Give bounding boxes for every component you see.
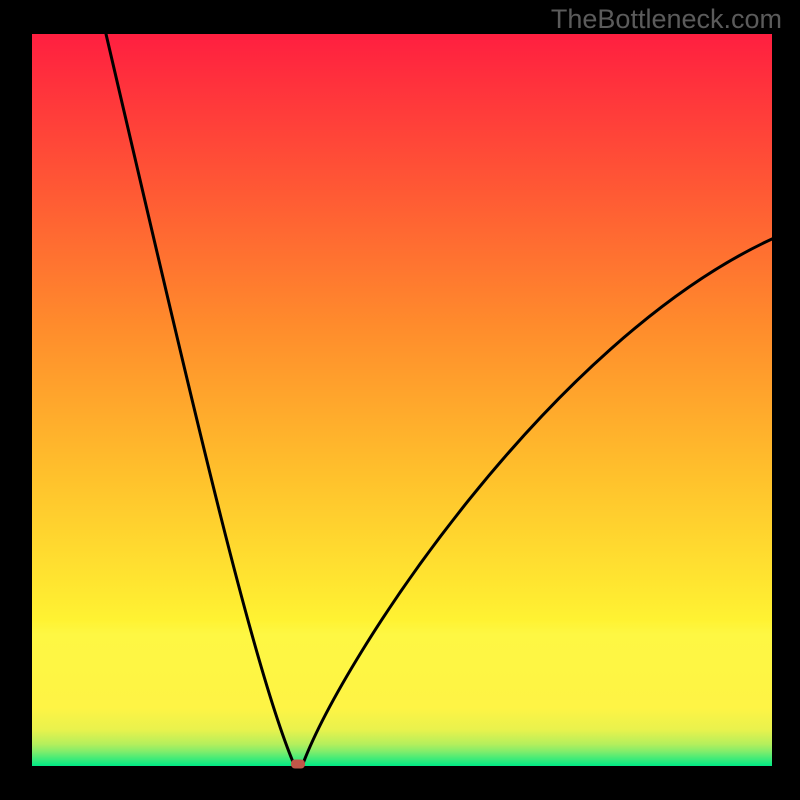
minimum-marker: [291, 759, 305, 768]
curve-right-branch: [302, 239, 772, 766]
chart-root: TheBottleneck.com: [0, 0, 800, 800]
curve-left-branch: [106, 34, 295, 766]
plot-area: [32, 34, 772, 766]
watermark-text: TheBottleneck.com: [551, 4, 782, 35]
bottleneck-curve: [32, 34, 772, 766]
